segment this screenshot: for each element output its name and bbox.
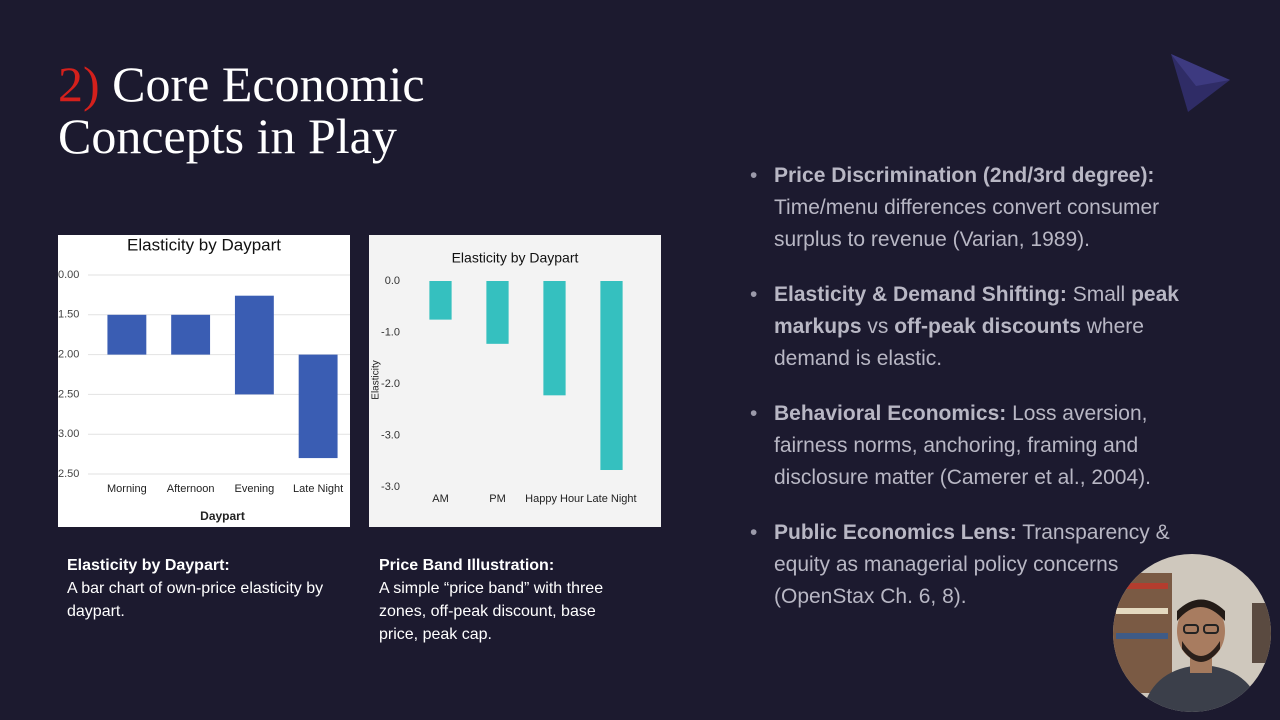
bullet: Public Economics Lens: Transparency & eq… <box>750 517 1220 613</box>
slide-title: 2) Core Economic Concepts in Play <box>58 58 478 162</box>
caption-heading: Elasticity by Daypart: <box>67 557 230 574</box>
y-tick-label: 1.50 <box>58 309 79 321</box>
webcam <box>1113 554 1271 712</box>
x-tick-label: PM <box>489 493 506 505</box>
y-tick-label: 2.50 <box>58 468 79 480</box>
bullet-bold-text: Public Economics Lens: <box>774 521 1017 544</box>
bar <box>298 354 338 459</box>
bullet: Elasticity & Demand Shifting: Small peak… <box>750 279 1220 375</box>
x-tick-label: Late Night <box>293 483 343 495</box>
bullet-bold-text: Price Discrimination (2nd/3rd degree): <box>774 164 1155 187</box>
chart: Elasticity by Daypart 0.0 -1.0 -2.0 -3.0 -3.0… <box>371 250 637 505</box>
bullet-text: Loss aversion, fairness norms, anchoring… <box>774 402 1151 489</box>
y-tick-label: -3.0 <box>381 429 400 441</box>
chart: Elasticity by Daypart 0.00 1.50 2.00 2.50 3.0… <box>58 235 350 523</box>
bar <box>600 281 623 471</box>
y-tick-label: 2.00 <box>58 349 79 361</box>
y-tick-label: -2.0 <box>381 378 400 390</box>
y-tick-label: -1.0 <box>381 326 400 338</box>
chart-title: Elasticity by Daypart <box>452 250 579 266</box>
bar <box>429 281 452 320</box>
bullet: Price Discrimination (2nd/3rd degree): T… <box>750 160 1220 256</box>
bullet-list: Price Discrimination (2nd/3rd degree): T… <box>750 160 1220 636</box>
y-tick-label: 2.50 <box>58 388 79 400</box>
bar <box>543 281 566 396</box>
bullet-bold-text: peak markups <box>774 283 1179 338</box>
chart-title: Elasticity by Daypart <box>127 235 281 254</box>
x-tick-label: Morning <box>107 483 147 495</box>
bullet-text: vs <box>861 315 895 338</box>
bullet-text: Transparency & equity as managerial poli… <box>774 521 1170 608</box>
x-tick-label: Afternoon <box>167 483 215 495</box>
bullet-bold-text: off-peak discounts <box>894 315 1081 338</box>
bullet-text: Small <box>1066 283 1132 306</box>
x-tick-label: Happy Hour <box>525 493 584 505</box>
title-text: Core Economic Concepts in Play <box>58 56 425 164</box>
x-tick-label: Evening <box>234 483 274 495</box>
chart-card: Elasticity by Daypart 0.00 1.50 2.00 2.50 3.0… <box>58 235 350 527</box>
caption-text: A bar chart of own-price elasticity by d… <box>67 580 324 620</box>
bar <box>234 295 274 395</box>
y-axis-label: Elasticity <box>371 360 382 399</box>
x-axis-label: Daypart <box>200 509 245 523</box>
x-tick-label: Late Night <box>586 493 636 505</box>
logo <box>1171 54 1230 112</box>
caption-heading: Price Band Illustration: <box>379 557 555 574</box>
x-tick-label: AM <box>432 493 449 505</box>
y-tick-label: 3.00 <box>58 428 79 440</box>
y-tick-label: -3.0 <box>381 481 400 493</box>
caption: Elasticity by Daypart: A bar chart of own… <box>67 554 337 623</box>
bullet-bold-text: Behavioral Economics: <box>774 402 1007 425</box>
bullet: Behavioral Economics: Loss aversion, fai… <box>750 398 1220 494</box>
caption: Price Band Illustration: A simple “price … <box>379 554 619 646</box>
chart-card: Elasticity by Daypart 0.0 -1.0 -2.0 -3.0 -3.0… <box>369 235 661 527</box>
bullet-text: Time/menu differences convert consumer s… <box>774 196 1160 251</box>
bar <box>171 314 211 355</box>
y-tick-label: 0.0 <box>385 275 400 287</box>
caption-text: A simple “price band” with three zones, … <box>379 580 604 643</box>
y-tick-label: 0.00 <box>58 269 79 281</box>
bar <box>486 281 509 344</box>
bullet-text: where demand is elastic. <box>774 315 1144 370</box>
bar <box>107 314 147 355</box>
title-number: 2) <box>58 56 100 112</box>
bullet-bold-text: Elasticity & Demand Shifting: <box>774 283 1067 306</box>
